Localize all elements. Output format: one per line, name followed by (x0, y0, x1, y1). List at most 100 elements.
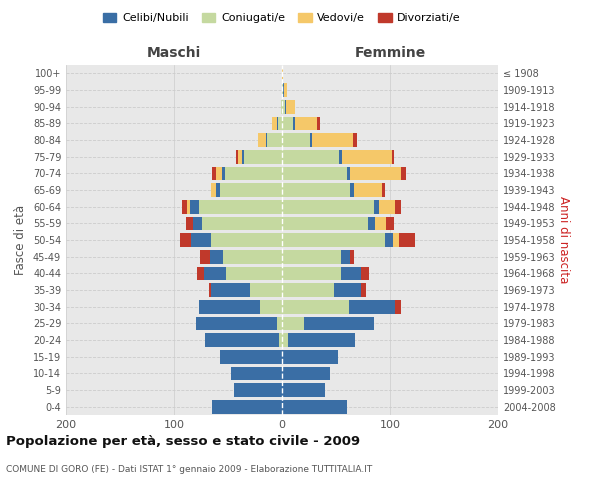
Bar (211, 233, 282, 247)
Bar (231, 366, 282, 380)
Bar (236, 150, 238, 164)
Bar (285, 100, 286, 114)
Bar (312, 133, 353, 147)
Bar (225, 166, 282, 180)
Bar (334, 283, 361, 297)
Bar (350, 166, 401, 180)
Bar (355, 183, 382, 197)
Text: Femmine: Femmine (355, 46, 425, 60)
Bar (282, 233, 385, 247)
Bar (392, 150, 394, 164)
Bar (341, 266, 361, 280)
Bar (386, 216, 394, 230)
Bar (317, 116, 320, 130)
Bar (282, 166, 347, 180)
Bar (283, 83, 284, 97)
Bar (282, 300, 349, 314)
Bar (272, 116, 277, 130)
Bar (395, 300, 401, 314)
Y-axis label: Fasce di età: Fasce di età (14, 205, 27, 275)
Bar (242, 150, 244, 164)
Text: Popolazione per età, sesso e stato civile - 2009: Popolazione per età, sesso e stato civil… (6, 435, 360, 448)
Bar (295, 116, 317, 130)
Bar (282, 150, 339, 164)
Bar (279, 333, 282, 347)
Bar (282, 133, 310, 147)
Bar (211, 183, 216, 197)
Bar (204, 266, 226, 280)
Bar (258, 133, 266, 147)
Bar (374, 200, 379, 213)
Bar (216, 183, 220, 197)
Bar (350, 250, 355, 264)
Text: Maschi: Maschi (147, 46, 201, 60)
Y-axis label: Anni di nascita: Anni di nascita (557, 196, 569, 284)
Bar (202, 216, 282, 230)
Bar (361, 283, 366, 297)
Bar (277, 316, 282, 330)
Bar (282, 366, 329, 380)
Bar (343, 150, 392, 164)
Bar (196, 316, 277, 330)
Bar (250, 283, 282, 297)
Bar (286, 100, 295, 114)
Bar (221, 166, 225, 180)
Bar (379, 200, 395, 213)
Bar (282, 116, 293, 130)
Bar (226, 266, 282, 280)
Bar (282, 383, 325, 397)
Bar (235, 383, 282, 397)
Bar (282, 83, 283, 97)
Bar (289, 333, 355, 347)
Bar (212, 166, 216, 180)
Bar (310, 133, 312, 147)
Bar (267, 133, 282, 147)
Text: COMUNE DI GORO (FE) - Dati ISTAT 1° gennaio 2009 - Elaborazione TUTTITALIA.IT: COMUNE DI GORO (FE) - Dati ISTAT 1° genn… (6, 465, 372, 474)
Bar (212, 400, 282, 413)
Bar (347, 166, 350, 180)
Bar (282, 200, 374, 213)
Bar (187, 200, 190, 213)
Bar (199, 200, 282, 213)
Bar (341, 250, 350, 264)
Bar (216, 166, 221, 180)
Bar (349, 300, 395, 314)
Bar (282, 333, 289, 347)
Bar (209, 250, 223, 264)
Bar (282, 183, 350, 197)
Bar (401, 166, 406, 180)
Bar (393, 233, 398, 247)
Bar (186, 216, 193, 230)
Bar (260, 300, 282, 314)
Bar (190, 200, 199, 213)
Bar (375, 216, 386, 230)
Bar (361, 266, 370, 280)
Bar (220, 183, 282, 197)
Bar (282, 316, 304, 330)
Bar (281, 100, 282, 114)
Bar (282, 216, 368, 230)
Bar (385, 233, 393, 247)
Bar (220, 350, 282, 364)
Bar (350, 183, 355, 197)
Bar (282, 266, 341, 280)
Bar (277, 116, 278, 130)
Bar (278, 116, 282, 130)
Bar (368, 216, 375, 230)
Bar (223, 250, 282, 264)
Bar (199, 300, 260, 314)
Bar (193, 216, 202, 230)
Bar (209, 283, 211, 297)
Bar (339, 150, 343, 164)
Bar (353, 133, 356, 147)
Bar (238, 150, 242, 164)
Bar (211, 283, 250, 297)
Bar (266, 133, 267, 147)
Bar (244, 150, 282, 164)
Bar (205, 333, 279, 347)
Bar (382, 183, 385, 197)
Bar (284, 83, 287, 97)
Bar (200, 250, 209, 264)
Bar (395, 200, 401, 213)
Legend: Celibi/Nubili, Coniugati/e, Vedovi/e, Divorziati/e: Celibi/Nubili, Coniugati/e, Vedovi/e, Di… (99, 8, 465, 28)
